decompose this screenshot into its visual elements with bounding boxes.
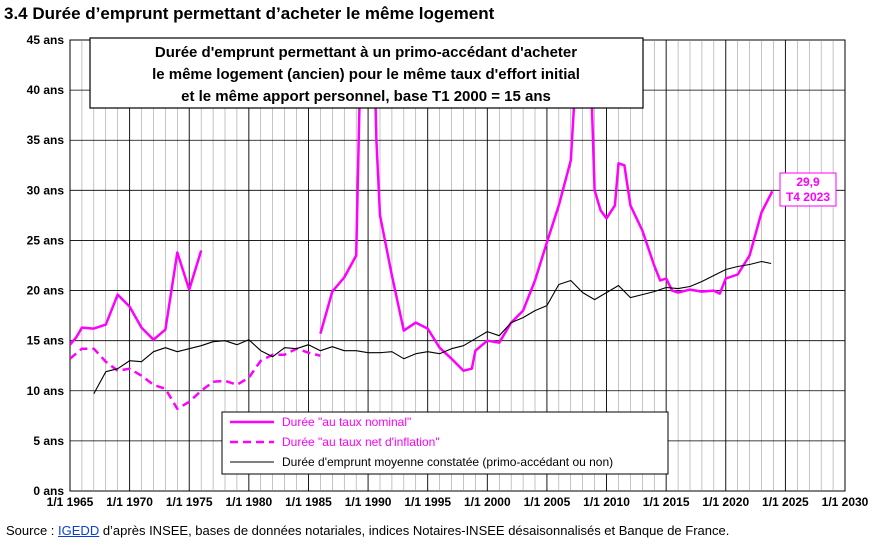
annotation-last-value: 29,9 T4 2023 xyxy=(779,172,837,207)
x-tick-label: 1/1 2000 xyxy=(464,495,511,509)
x-tick-label: 1/1 2025 xyxy=(762,495,809,509)
chart-title-line-2: le même logement (ancien) pour le même t… xyxy=(152,66,580,83)
x-tick-label: 1/1 1990 xyxy=(345,495,392,509)
x-tick-label: 1/1 2020 xyxy=(702,495,749,509)
series-nominal-line xyxy=(70,250,203,346)
x-tick-label: 1/1 1970 xyxy=(106,495,153,509)
legend-label-nominal: Durée "au taux nominal" xyxy=(282,415,411,429)
x-tick-label: 1/1 1985 xyxy=(285,495,332,509)
y-tick-label: 0 ans xyxy=(33,484,64,498)
y-tick-label: 15 ans xyxy=(27,334,65,348)
y-tick-label: 5 ans xyxy=(33,434,64,448)
series-lines xyxy=(70,40,774,411)
annotation-value: 29,9 xyxy=(796,175,820,189)
annotation-date: T4 2023 xyxy=(786,190,830,204)
x-tick-label: 1/1 2030 xyxy=(822,495,869,509)
y-tick-label: 20 ans xyxy=(27,284,65,298)
legend-label-real: Durée "au taux net d'inflation" xyxy=(282,435,440,449)
source-link[interactable]: IGEDD xyxy=(58,523,100,538)
source-note: Source : IGEDD d’après INSEE, bases de d… xyxy=(6,523,729,538)
y-tick-label: 40 ans xyxy=(27,83,65,97)
series-nominal-line xyxy=(319,40,363,335)
x-tick-label: 1/1 2010 xyxy=(583,495,630,509)
y-tick-label: 25 ans xyxy=(27,233,65,247)
x-tick-label: 1/1 1995 xyxy=(404,495,451,509)
chart-title-line-1: Durée d'emprunt permettant à un primo-ac… xyxy=(155,44,577,61)
x-axis-ticks: 1/1 1965 1/1 1970 1/1 1975 1/1 1980 1/1 1985… xyxy=(47,495,869,509)
legend-label-average: Durée d'emprunt moyenne constatée (primo… xyxy=(282,455,613,469)
series-nominal-line xyxy=(588,40,774,295)
legend: Durée "au taux nominal" Durée "au taux n… xyxy=(221,411,669,475)
y-tick-label: 10 ans xyxy=(27,384,65,398)
series-real-line xyxy=(70,347,321,411)
chart-title-box: Durée d'emprunt permettant à un primo-ac… xyxy=(89,37,644,109)
series-nominal-line xyxy=(372,40,580,372)
x-tick-label: 1/1 2015 xyxy=(643,495,690,509)
page-title: 3.4 Durée d’emprunt permettant d’acheter… xyxy=(4,4,495,23)
x-tick-label: 1/1 1965 xyxy=(47,495,94,509)
chart-title-line-3: et le même apport personnel, base T1 200… xyxy=(181,88,551,105)
x-tick-label: 1/1 1980 xyxy=(225,495,272,509)
x-tick-label: 1/1 2005 xyxy=(524,495,571,509)
source-prefix: Source : xyxy=(6,523,59,538)
series-average-line xyxy=(93,260,772,395)
y-tick-label: 30 ans xyxy=(27,183,65,197)
y-axis-ticks: 0 ans 5 ans 10 ans 15 ans 20 ans 25 ans 30 ans… xyxy=(27,33,65,498)
y-tick-label: 35 ans xyxy=(27,133,65,147)
y-tick-label: 45 ans xyxy=(27,33,65,47)
source-suffix: d’après INSEE, bases de données notarial… xyxy=(99,523,730,538)
x-tick-label: 1/1 1975 xyxy=(166,495,213,509)
